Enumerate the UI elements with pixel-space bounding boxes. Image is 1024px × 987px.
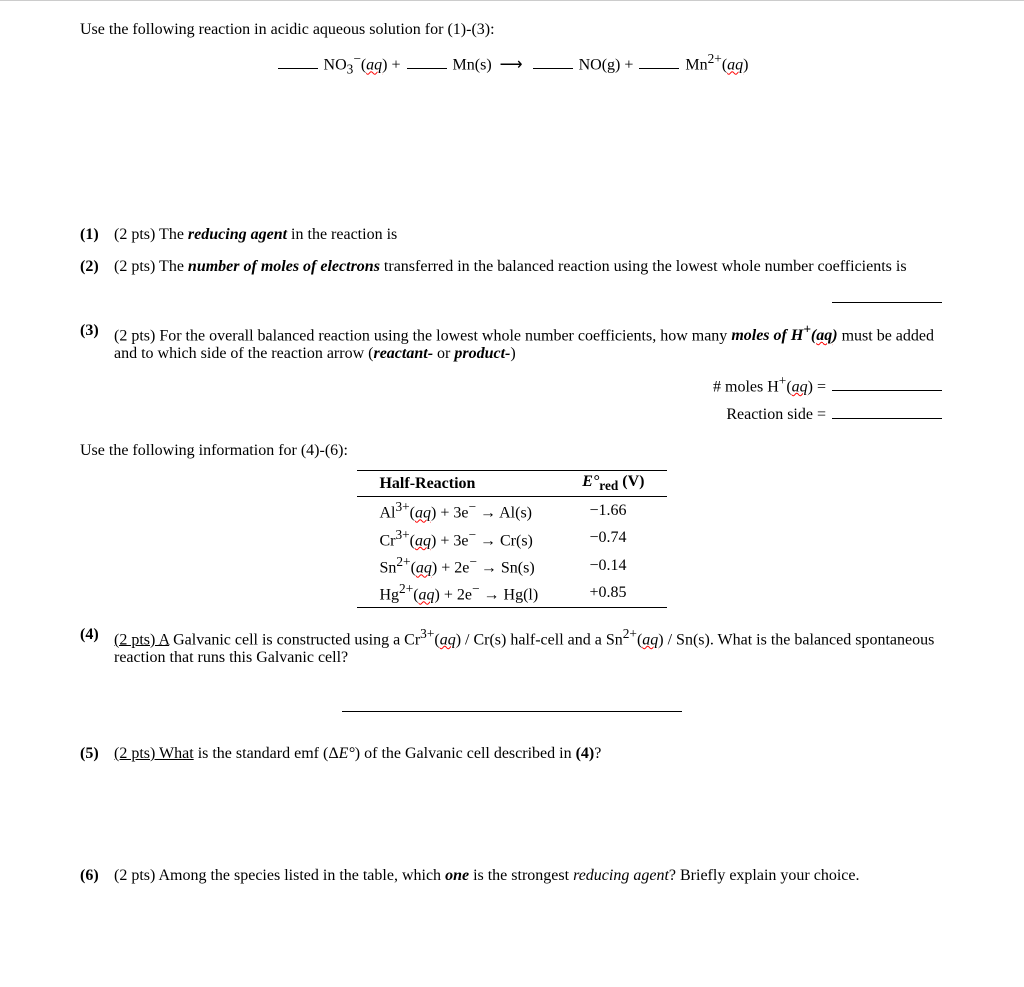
question-3: (3) (2 pts) For the overall balanced rea…	[80, 322, 944, 363]
q3-answer-moles: # moles H+(aq) =	[80, 373, 944, 396]
reaction-equation: NO3−(aq) + Mn(s) ⟶ NO(g) + Mn2+(aq)	[80, 51, 944, 78]
table-row: Cr3+(aq) + 3e− → Cr(s) −0.74	[357, 525, 666, 552]
q3-answer-side: Reaction side =	[80, 402, 944, 424]
table-header-potential: E°red (V)	[560, 471, 666, 497]
q4-answer-blank	[80, 695, 944, 717]
question-5: (5) (2 pts) What is the standard emf (ΔE…	[80, 745, 944, 763]
section-intro-1: Use the following reaction in acidic aqu…	[80, 21, 944, 39]
question-4: (4) (2 pts) A Galvanic cell is construct…	[80, 626, 944, 667]
question-1: (1) (2 pts) The reducing agent in the re…	[80, 226, 944, 244]
worksheet-page: Use the following reaction in acidic aqu…	[0, 0, 1024, 935]
table-row: Hg2+(aq) + 2e− → Hg(l) +0.85	[357, 579, 666, 607]
question-2: (2) (2 pts) The number of moles of elect…	[80, 258, 944, 276]
table-header-reaction: Half-Reaction	[357, 471, 560, 497]
section-intro-2: Use the following information for (4)-(6…	[80, 442, 944, 460]
q2-answer-blank	[80, 286, 944, 308]
table-row: Al3+(aq) + 3e− → Al(s) −1.66	[357, 497, 666, 525]
table-row: Sn2+(aq) + 2e− → Sn(s) −0.14	[357, 552, 666, 579]
half-reaction-table: Half-Reaction E°red (V) Al3+(aq) + 3e− →…	[357, 470, 666, 608]
question-6: (6) (2 pts) Among the species listed in …	[80, 867, 944, 885]
